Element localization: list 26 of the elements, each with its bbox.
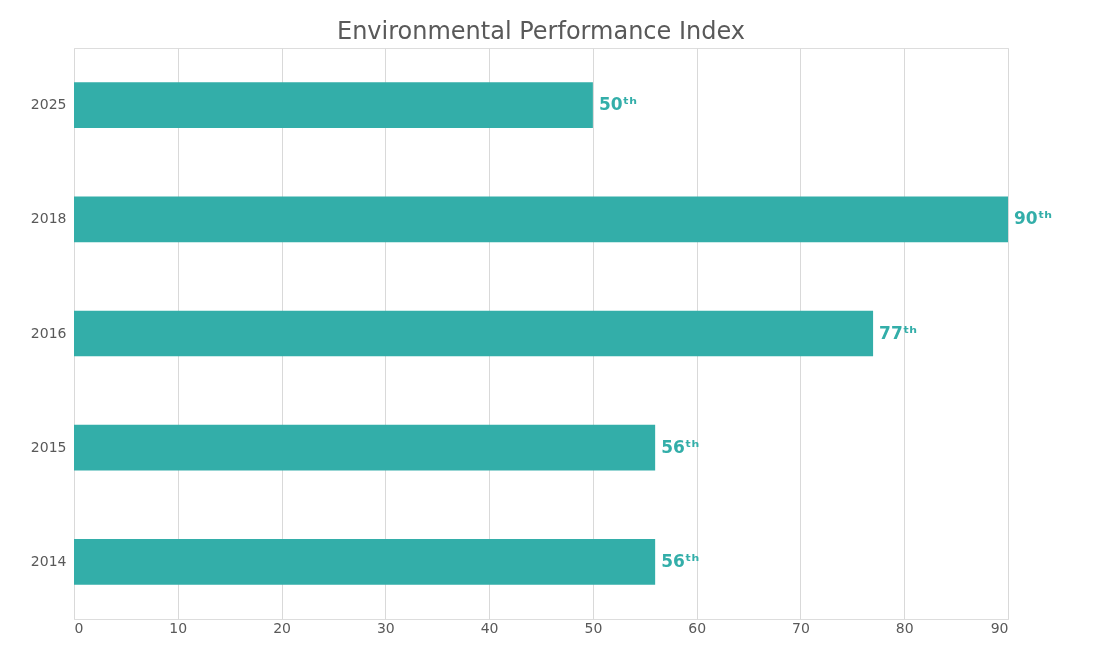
bar	[74, 82, 593, 128]
y-tick-label: 2015	[30, 438, 67, 455]
bar	[74, 424, 656, 471]
bar	[74, 539, 656, 585]
y-tick-label: 2014	[30, 552, 67, 569]
chart-title: Environmental Performance Index	[336, 17, 746, 45]
data-label: 90ᵗʰ	[1014, 208, 1052, 229]
x-tick-label: 60	[688, 619, 707, 636]
x-tick-label: 70	[792, 619, 810, 636]
x-tick-label: 80	[895, 619, 914, 636]
data-label: 50ᵗʰ	[598, 94, 637, 115]
x-tick-label: 90	[990, 619, 1009, 636]
bar	[74, 196, 1008, 243]
bar	[74, 310, 874, 357]
x-tick-label: 0	[74, 619, 84, 636]
y-tick-label: 2018	[30, 210, 67, 227]
x-tick-label: 20	[273, 619, 291, 636]
x-tick-label: 30	[376, 619, 395, 636]
x-tick-label: 50	[584, 619, 603, 636]
data-label: 56ᵗʰ	[661, 436, 700, 457]
x-tick-label: 10	[169, 619, 188, 636]
data-label: 77ᵗʰ	[879, 322, 918, 343]
x-tick-label: 40	[480, 619, 499, 636]
y-tick-label: 2025	[30, 96, 67, 113]
data-label: 56ᵗʰ	[661, 550, 700, 571]
y-tick-label: 2016	[30, 324, 67, 341]
